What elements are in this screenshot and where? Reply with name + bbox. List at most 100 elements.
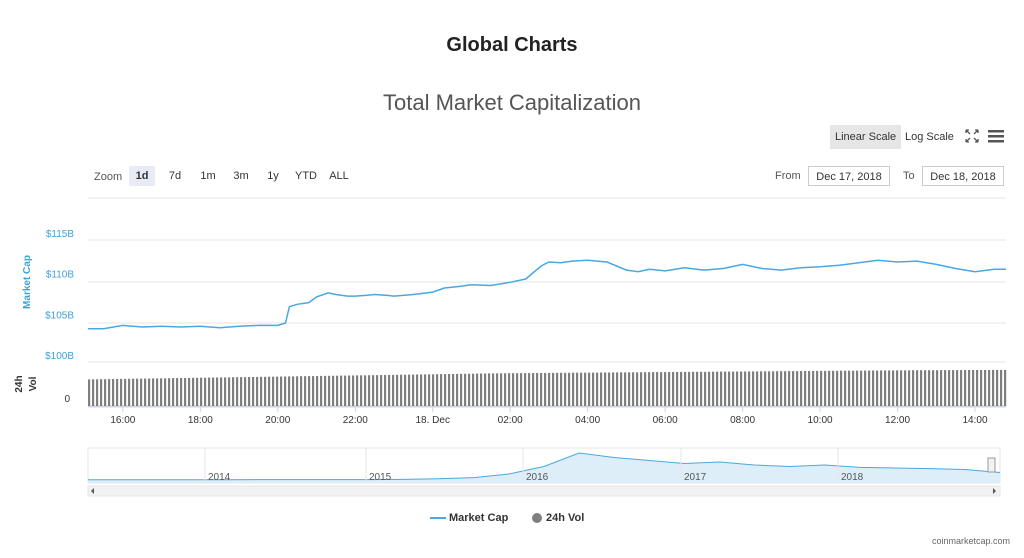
zoom-ytd-button[interactable]: YTD	[295, 170, 317, 182]
volume-bar	[684, 371, 687, 406]
zoom-all-button[interactable]: ALL	[329, 170, 349, 182]
volume-bar	[768, 371, 771, 406]
x-tick-label: 16:00	[110, 415, 135, 426]
volume-bar	[604, 372, 607, 406]
zoom-1d-button[interactable]: 1d	[129, 166, 155, 186]
volume-bar	[368, 375, 371, 406]
volume-bar	[720, 371, 723, 406]
volume-bar	[196, 377, 199, 406]
volume-bar	[908, 370, 911, 406]
zoom-1y-button[interactable]: 1y	[267, 170, 279, 182]
legend-dot-icon	[532, 513, 542, 524]
volume-bar	[520, 373, 523, 406]
volume-bar	[976, 370, 979, 406]
volume-bar	[620, 372, 623, 406]
volume-bar	[676, 372, 679, 406]
zoom-7d-button[interactable]: 7d	[168, 170, 182, 182]
volume-bar	[472, 373, 475, 406]
volume-bar	[896, 370, 899, 406]
log-scale-button[interactable]: Log Scale	[905, 131, 954, 143]
to-date-input[interactable]: Dec 18, 2018	[922, 166, 1004, 186]
scroll-right-icon[interactable]	[993, 488, 996, 494]
volume-bar	[788, 371, 791, 406]
legend-volume[interactable]: 24h Vol	[532, 512, 584, 524]
volume-bar	[916, 370, 919, 406]
volume-bar	[648, 372, 651, 406]
volume-bar	[636, 372, 639, 406]
credit-text[interactable]: coinmarketcap.com	[931, 536, 1010, 546]
volume-bar	[608, 372, 611, 406]
legend-market-cap[interactable]: Market Cap	[430, 512, 508, 524]
volume-bar	[852, 370, 855, 406]
volume-bar	[996, 369, 999, 406]
volume-bar	[920, 370, 923, 406]
y-tick-label: $115B	[46, 229, 75, 240]
expand-icon[interactable]	[962, 126, 982, 146]
x-tick-label: 20:00	[265, 415, 290, 426]
volume-bar	[120, 378, 123, 406]
volume-bar	[800, 371, 803, 406]
zoom-3m-button[interactable]: 3m	[233, 170, 249, 182]
volume-bar	[160, 378, 163, 406]
volume-bar	[244, 377, 247, 406]
volume-bar	[616, 372, 619, 406]
x-tick-label: 18. Dec	[415, 415, 449, 426]
volume-bar	[448, 374, 451, 406]
volume-bar	[808, 371, 811, 406]
volume-bar	[832, 370, 835, 406]
volume-bar	[968, 370, 971, 406]
volume-bar	[972, 370, 975, 406]
volume-bar	[724, 371, 727, 406]
navigator-handle[interactable]	[987, 457, 996, 473]
volume-bar	[324, 375, 327, 406]
volume-bar	[552, 372, 555, 406]
volume-bars	[88, 369, 1007, 407]
volume-bar	[352, 375, 355, 406]
volume-bar	[408, 374, 411, 406]
y-tick-label: $100B	[45, 351, 74, 362]
volume-bar	[776, 371, 779, 406]
volume-bar	[280, 376, 283, 406]
volume-bar	[624, 372, 627, 406]
volume-bar	[992, 369, 995, 406]
volume-bar	[564, 372, 567, 406]
volume-bar	[900, 370, 903, 406]
scroll-left-icon[interactable]	[91, 488, 94, 494]
volume-bar	[496, 373, 499, 406]
volume-bar	[516, 373, 519, 406]
volume-bar	[436, 374, 439, 406]
volume-bar	[876, 370, 879, 406]
volume-bar	[668, 372, 671, 406]
volume-bar	[180, 378, 183, 406]
volume-bar	[364, 375, 367, 406]
zoom-1m-button[interactable]: 1m	[200, 170, 216, 182]
volume-bar	[652, 372, 655, 406]
volume-bar	[792, 371, 795, 406]
volume-bar	[528, 373, 531, 406]
volume-bar	[544, 373, 547, 406]
volume-bar	[928, 370, 931, 406]
volume-bar	[680, 371, 683, 406]
volume-bar	[96, 379, 99, 406]
volume-bar	[640, 372, 643, 406]
volume-bar	[568, 372, 571, 406]
from-date-input[interactable]: Dec 17, 2018	[808, 166, 890, 186]
hamburger-menu-icon[interactable]	[986, 126, 1006, 146]
legend-line-icon	[430, 517, 446, 520]
volume-bar	[884, 370, 887, 406]
volume-bar	[780, 371, 783, 406]
volume-bar	[468, 373, 471, 406]
volume-bar	[228, 377, 231, 406]
volume-bar	[828, 370, 831, 406]
volume-bar	[696, 371, 699, 406]
volume-bar	[924, 370, 927, 406]
volume-bar	[172, 378, 175, 406]
linear-scale-button[interactable]: Linear Scale	[830, 125, 902, 149]
x-tick-label: 10:00	[808, 415, 833, 426]
navigator-scrollbar[interactable]	[87, 485, 1001, 497]
volume-bar	[736, 371, 739, 406]
volume-bar	[532, 373, 535, 406]
volume-bar	[760, 371, 763, 406]
volume-axis-label-line1: 24h	[14, 375, 25, 392]
